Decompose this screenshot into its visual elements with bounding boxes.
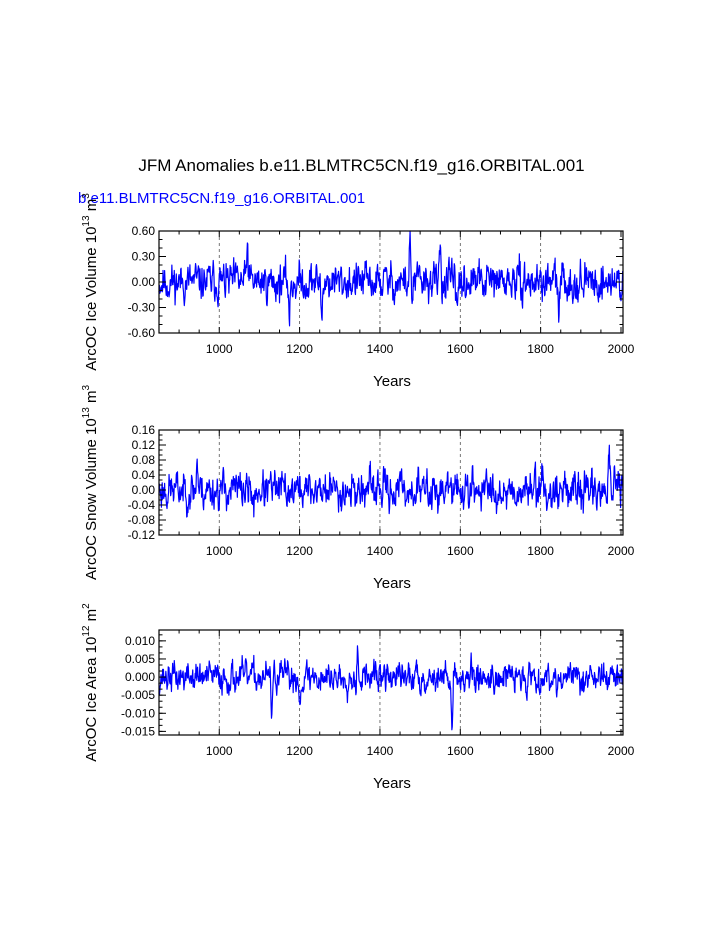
snow-volume-y-tick-label: 0.12 bbox=[132, 438, 156, 452]
ice-volume-y-tick-label: 0.30 bbox=[132, 250, 156, 264]
snow-volume-x-tick-label: 1200 bbox=[286, 544, 313, 558]
ice-area-series-line bbox=[158, 645, 624, 731]
ice-area-x-tick-label: 1800 bbox=[527, 744, 554, 758]
snow-volume-y-tick-label: 0.08 bbox=[132, 453, 156, 467]
ice-volume-y-axis-title: ArcOC Ice Volume 1013 m3 bbox=[81, 193, 100, 371]
snow-volume-series-line bbox=[158, 444, 624, 518]
ice-area-y-axis-title: ArcOC Ice Area 1012 m2 bbox=[81, 603, 100, 762]
ice-area-panel: 1000 1200 1400 1600 1800 2000 -0.015 -0.010 -0.0… bbox=[81, 603, 635, 792]
ice-area-x-axis-title: Years bbox=[373, 775, 411, 792]
ice-volume-x-tick-label: 2000 bbox=[608, 342, 635, 356]
ice-volume-x-axis-title: Years bbox=[373, 373, 411, 390]
snow-volume-y-tick-label: 0.00 bbox=[132, 483, 156, 497]
ice-volume-x-tick-label: 1000 bbox=[206, 342, 233, 356]
snow-volume-y-tick-label: -0.12 bbox=[128, 528, 156, 542]
ice-area-x-tick-label: 1600 bbox=[447, 744, 474, 758]
snow-volume-frame bbox=[158, 429, 624, 536]
ice-area-y-tick-label: -0.010 bbox=[121, 706, 155, 720]
ice-volume-y-tick-label: -0.30 bbox=[128, 301, 156, 315]
snow-volume-x-tick-label: 1600 bbox=[447, 544, 474, 558]
snow-volume-x-axis-title: Years bbox=[373, 575, 411, 592]
ice-area-x-tick-label: 1200 bbox=[286, 744, 313, 758]
ice-volume-y-tick-label: 0.00 bbox=[132, 275, 156, 289]
ice-volume-x-tick-label: 1200 bbox=[286, 342, 313, 356]
ice-area-y-tick-label: 0.000 bbox=[125, 670, 155, 684]
ice-area-x-tick-label: 1000 bbox=[206, 744, 233, 758]
ice-volume-y-tick-label: -0.60 bbox=[128, 326, 156, 340]
ice-area-y-tick-label: -0.005 bbox=[121, 688, 155, 702]
snow-volume-x-tick-label: 1800 bbox=[527, 544, 554, 558]
snow-volume-y-tick-label: 0.16 bbox=[132, 423, 156, 437]
snow-volume-x-tick-label: 2000 bbox=[608, 544, 635, 558]
snow-volume-panel: 1000 1200 1400 1600 1800 2000-0.12-0.08-0.040… bbox=[81, 385, 635, 592]
ice-area-frame bbox=[158, 629, 624, 736]
snow-volume-x-tick-label: 1400 bbox=[367, 544, 394, 558]
chart-subtitle: b.e11.BLMTRC5CN.f19_g16.ORBITAL.001 bbox=[78, 190, 366, 207]
snow-volume-x-tick-label: 1000 bbox=[206, 544, 233, 558]
ice-volume-x-tick-label: 1600 bbox=[447, 342, 474, 356]
ice-volume-x-tick-label: 1800 bbox=[527, 342, 554, 356]
ice-area-y-tick-label: -0.015 bbox=[121, 724, 155, 738]
snow-volume-y-axis-title: ArcOC Snow Volume 1013 m3 bbox=[81, 385, 100, 581]
snow-volume-y-tick-label: -0.08 bbox=[128, 513, 156, 527]
ice-volume-panel: 1000 1200 1400 1600 1800 2000 -0.60 -0.30 0.00 0.… bbox=[81, 193, 635, 390]
snow-volume-y-tick-label: 0.04 bbox=[132, 468, 156, 482]
ice-area-y-tick-label: 0.005 bbox=[125, 652, 155, 666]
snow-volume-y-tick-label: -0.04 bbox=[128, 498, 156, 512]
ice-area-y-tick-label: 0.010 bbox=[125, 634, 155, 648]
ice-volume-series-line bbox=[158, 230, 624, 327]
ice-volume-y-tick-label: 0.60 bbox=[132, 224, 156, 238]
ice-volume-x-tick-label: 1400 bbox=[367, 342, 394, 356]
ice-area-x-tick-label: 2000 bbox=[608, 744, 635, 758]
chart-title: JFM Anomalies b.e11.BLMTRC5CN.f19_g16.OR… bbox=[138, 156, 585, 175]
ice-area-x-tick-label: 1400 bbox=[367, 744, 394, 758]
